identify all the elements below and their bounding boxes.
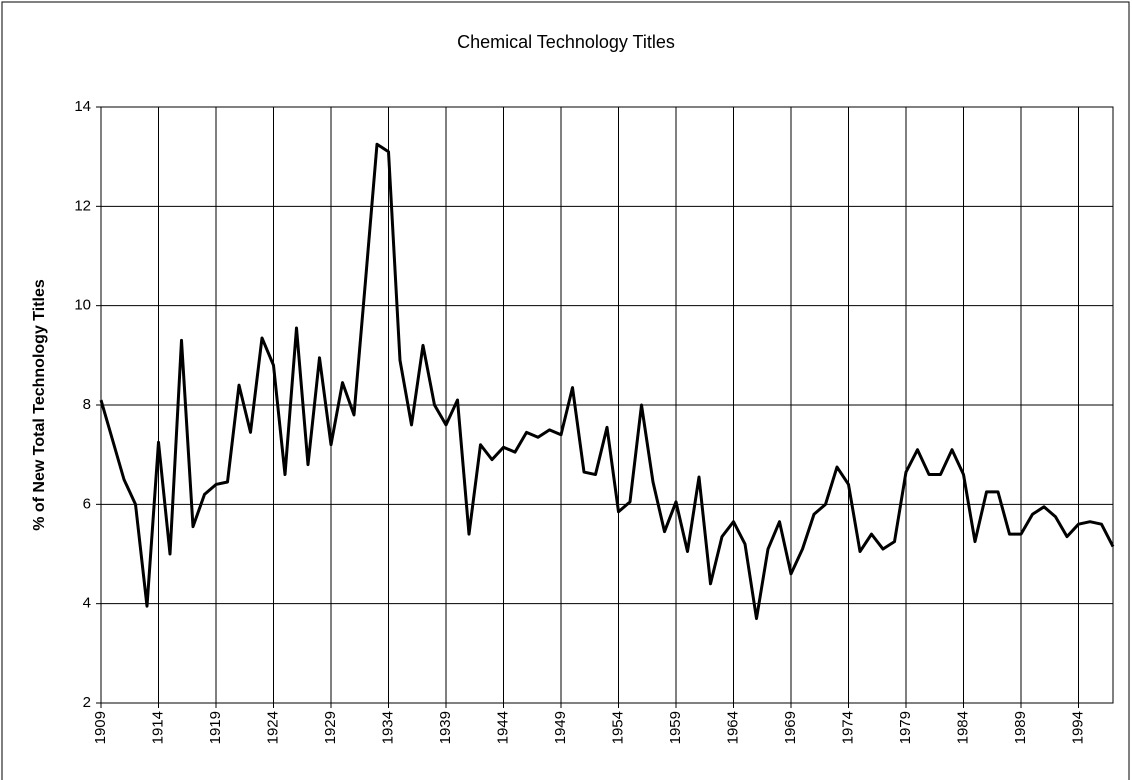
y-tick-label: 8	[83, 396, 91, 413]
y-tick-label: 6	[83, 495, 91, 512]
x-tick-label: 1959	[667, 711, 684, 744]
x-tick-label: 1989	[1012, 711, 1029, 744]
x-tick-label: 1934	[379, 711, 396, 744]
x-tick-label: 1939	[437, 711, 454, 744]
y-tick-label: 14	[74, 98, 91, 115]
x-tick-label: 1964	[724, 711, 741, 744]
y-tick-label: 2	[83, 694, 91, 711]
x-tick-label: 1984	[954, 711, 971, 744]
x-tick-label: 1929	[322, 711, 339, 744]
y-tick-label: 10	[74, 297, 91, 314]
x-tick-label: 1914	[149, 711, 166, 744]
y-tick-label: 4	[83, 595, 91, 612]
x-tick-label: 1994	[1069, 711, 1086, 744]
x-tick-label: 1944	[494, 711, 511, 744]
chart-title: Chemical Technology Titles	[457, 32, 675, 52]
x-tick-label: 1974	[839, 711, 856, 744]
x-tick-label: 1919	[207, 711, 224, 744]
x-tick-label: 1969	[782, 711, 799, 744]
y-axis-label: % of New Total Technology Titles	[31, 279, 48, 531]
x-tick-label: 1979	[897, 711, 914, 744]
x-tick-label: 1924	[264, 711, 281, 744]
y-tick-label: 12	[74, 197, 91, 214]
data-line	[99, 142, 1115, 621]
x-tick-label: 1949	[552, 711, 569, 744]
x-tick-label: 1909	[92, 711, 109, 744]
x-tick-label: 1954	[609, 711, 626, 744]
